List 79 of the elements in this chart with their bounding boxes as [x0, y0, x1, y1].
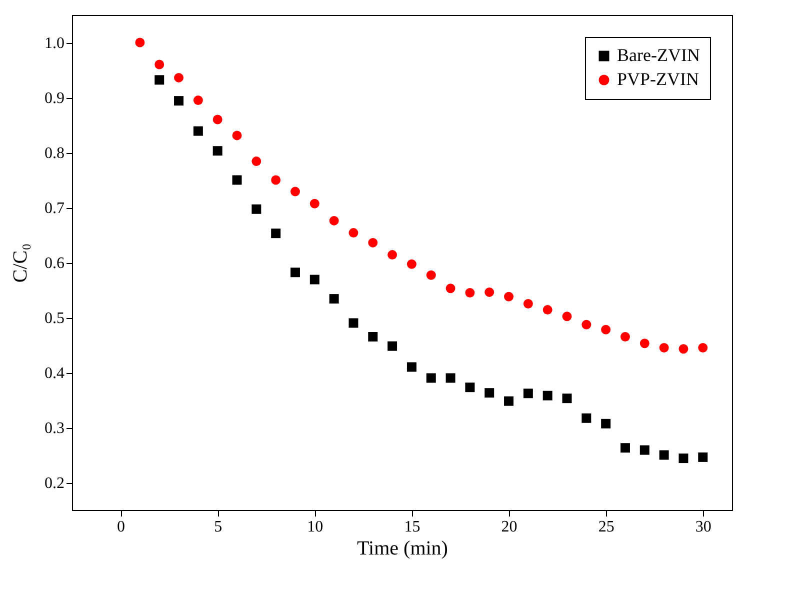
point	[348, 228, 358, 238]
point	[290, 268, 300, 278]
point	[212, 146, 222, 156]
point	[232, 175, 242, 185]
point	[523, 299, 533, 308]
point	[601, 324, 611, 334]
point	[426, 270, 436, 280]
x-tick-label: 10	[307, 518, 324, 536]
x-tick-label: 25	[598, 518, 614, 536]
point	[193, 96, 203, 105]
point	[368, 332, 378, 342]
point	[620, 443, 630, 453]
point	[329, 294, 339, 304]
point	[465, 288, 475, 298]
point	[504, 292, 514, 302]
point	[406, 259, 416, 269]
legend-label: PVP-ZVIN	[617, 69, 700, 89]
point	[562, 394, 572, 404]
y-tick-label: 0.9	[44, 90, 64, 107]
y-tick-label: 0.2	[44, 475, 64, 492]
legend-label: Bare-ZVIN	[617, 45, 700, 65]
point	[154, 60, 164, 70]
point	[640, 338, 650, 348]
point	[252, 204, 262, 214]
y-tick-label: 0.6	[44, 255, 64, 272]
point	[310, 198, 320, 208]
point	[542, 390, 552, 400]
point	[562, 312, 572, 322]
x-tick-label: 15	[404, 518, 420, 536]
point	[290, 186, 300, 196]
point	[484, 388, 494, 398]
point	[542, 305, 552, 315]
point	[174, 72, 184, 82]
point	[154, 75, 164, 85]
point	[582, 320, 592, 330]
x-tick-label: 20	[501, 518, 518, 536]
point	[193, 126, 203, 136]
point	[406, 362, 416, 372]
point	[446, 284, 456, 294]
point	[368, 238, 378, 248]
y-tick-label: 0.3	[44, 420, 64, 437]
x-tick-label: 0	[117, 518, 126, 536]
point	[698, 343, 708, 352]
point	[601, 418, 611, 428]
x-tick-label: 30	[695, 518, 712, 536]
point	[388, 341, 398, 351]
point	[678, 454, 688, 464]
y-tick-label: 0.8	[44, 145, 64, 162]
point	[388, 250, 398, 260]
point	[174, 96, 184, 106]
point	[271, 228, 281, 238]
point	[426, 373, 436, 383]
point	[446, 373, 456, 383]
point	[348, 318, 358, 328]
point	[523, 388, 533, 398]
point	[504, 396, 514, 406]
point	[620, 332, 630, 342]
y-tick-label: 1.0	[44, 35, 64, 52]
point	[582, 413, 592, 423]
point	[698, 452, 708, 462]
y-tick-label: 0.7	[44, 200, 64, 217]
x-tick-label: 5	[214, 518, 222, 536]
point	[135, 38, 145, 48]
point	[484, 287, 494, 297]
point	[678, 344, 688, 354]
point	[252, 156, 262, 166]
point	[212, 114, 222, 124]
y-tick-label: 0.4	[44, 365, 64, 382]
point	[271, 175, 281, 185]
point	[640, 445, 650, 455]
y-tick-label: 0.5	[44, 310, 64, 327]
y-axis-title: C/C₀	[10, 243, 32, 283]
point	[329, 216, 339, 226]
x-axis-title: Time (min)	[357, 538, 448, 560]
point	[659, 450, 669, 460]
point	[659, 343, 669, 352]
point	[465, 382, 475, 392]
point	[232, 130, 242, 140]
point	[310, 274, 320, 284]
